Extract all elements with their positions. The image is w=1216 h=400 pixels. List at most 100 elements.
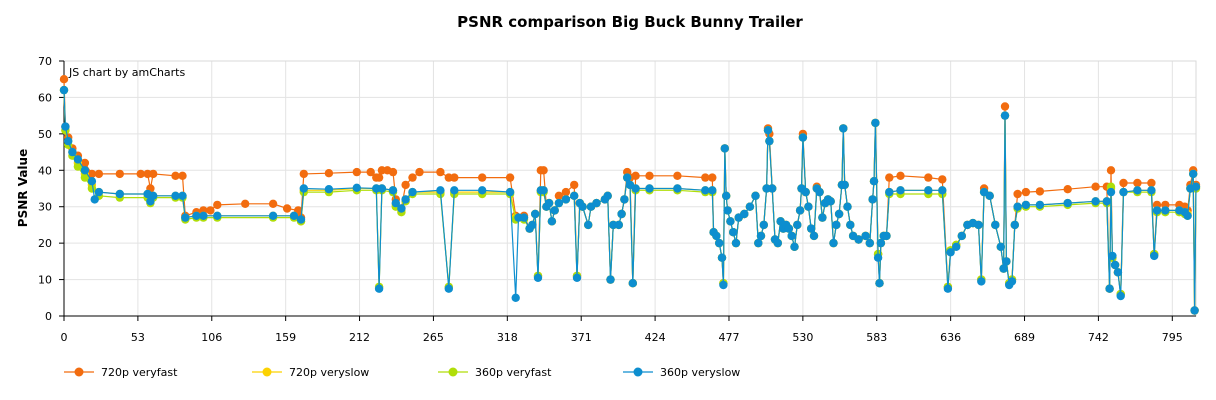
data-point[interactable] [715,238,724,248]
data-point[interactable] [996,242,1005,251]
data-point[interactable] [829,238,838,248]
data-point[interactable] [839,124,848,133]
data-point[interactable] [673,184,682,193]
data-point[interactable] [751,191,760,200]
data-point[interactable] [352,167,361,177]
data-point[interactable] [391,198,400,208]
data-point[interactable] [90,195,99,204]
data-point[interactable] [787,231,796,241]
data-point[interactable] [854,235,863,244]
data-point[interactable] [192,211,201,220]
chart-credit[interactable]: JS chart by amCharts [68,66,185,79]
data-point[interactable] [289,211,299,220]
data-point[interactable] [722,191,731,200]
data-point[interactable] [352,183,361,192]
data-point[interactable] [570,191,579,200]
data-point[interactable] [554,198,564,208]
data-point[interactable] [550,206,559,215]
data-point[interactable] [374,284,384,293]
data-point[interactable] [765,136,774,146]
data-point[interactable] [554,191,564,200]
data-point[interactable] [793,220,802,230]
data-point[interactable] [645,184,654,193]
data-point[interactable] [1161,206,1170,215]
data-point[interactable] [804,202,813,211]
data-point[interactable] [87,184,97,193]
data-point[interactable] [1190,306,1199,315]
data-point[interactable] [818,213,827,222]
data-point[interactable] [631,184,640,193]
data-point[interactable] [885,187,894,197]
data-point[interactable] [296,215,306,224]
data-point[interactable] [561,195,571,204]
data-point[interactable] [673,171,682,180]
data-point[interactable] [539,186,548,195]
data-point[interactable] [708,186,717,195]
data-point[interactable] [366,167,375,177]
data-point[interactable] [790,242,799,251]
legend-item-720p-veryslow[interactable]: 720p veryslow [252,366,369,379]
data-point[interactable] [896,171,905,180]
data-point[interactable] [876,238,886,248]
data-point[interactable] [773,238,782,248]
data-point[interactable] [241,199,250,208]
data-point[interactable] [1102,197,1112,206]
data-point[interactable] [1106,166,1116,175]
data-point[interactable] [505,173,515,182]
data-point[interactable] [80,158,90,168]
data-point[interactable] [1113,268,1123,277]
data-point[interactable] [717,253,727,262]
data-point[interactable] [87,177,97,186]
data-point[interactable] [896,186,905,195]
data-point[interactable] [1091,182,1100,191]
data-point[interactable] [572,273,582,282]
data-point[interactable] [617,209,626,219]
data-point[interactable] [1147,186,1156,195]
data-point[interactable] [861,231,870,241]
data-point[interactable] [924,173,933,182]
data-point[interactable] [701,173,710,182]
data-point[interactable] [80,173,90,182]
data-point[interactable] [731,238,741,248]
data-point[interactable] [826,197,835,206]
data-point[interactable] [94,169,104,179]
data-point[interactable] [401,195,410,204]
data-point[interactable] [199,211,208,220]
data-point[interactable] [840,180,849,190]
data-point[interactable] [1116,291,1125,301]
data-point[interactable] [561,187,571,197]
data-point[interactable] [1035,187,1045,196]
data-point[interactable] [946,248,955,257]
data-point[interactable] [1105,284,1114,293]
data-point[interactable] [324,169,334,178]
data-point[interactable] [1189,169,1198,179]
data-point[interactable] [726,217,735,226]
data-point[interactable] [873,253,883,262]
data-point[interactable] [178,191,187,200]
data-point[interactable] [832,220,841,230]
data-point[interactable] [712,231,721,241]
data-point[interactable] [1063,185,1072,194]
data-point[interactable] [846,220,855,230]
data-point[interactable] [801,187,810,197]
data-point[interactable] [80,166,90,175]
data-point[interactable] [115,189,125,199]
data-point[interactable] [720,144,729,153]
data-point[interactable] [977,277,986,286]
data-point[interactable] [505,187,515,197]
data-point[interactable] [149,169,158,179]
data-point[interactable] [1133,178,1142,188]
data-point[interactable] [631,171,640,180]
data-point[interactable] [415,167,424,177]
data-point[interactable] [388,167,398,177]
data-point[interactable] [450,186,459,195]
data-point[interactable] [745,202,755,211]
data-point[interactable] [436,167,445,177]
data-point[interactable] [1013,202,1022,211]
data-point[interactable] [73,155,83,164]
data-point[interactable] [719,280,728,290]
data-point[interactable] [171,191,180,200]
data-point[interactable] [952,242,961,251]
data-point[interactable] [282,204,292,213]
data-point[interactable] [61,122,70,131]
